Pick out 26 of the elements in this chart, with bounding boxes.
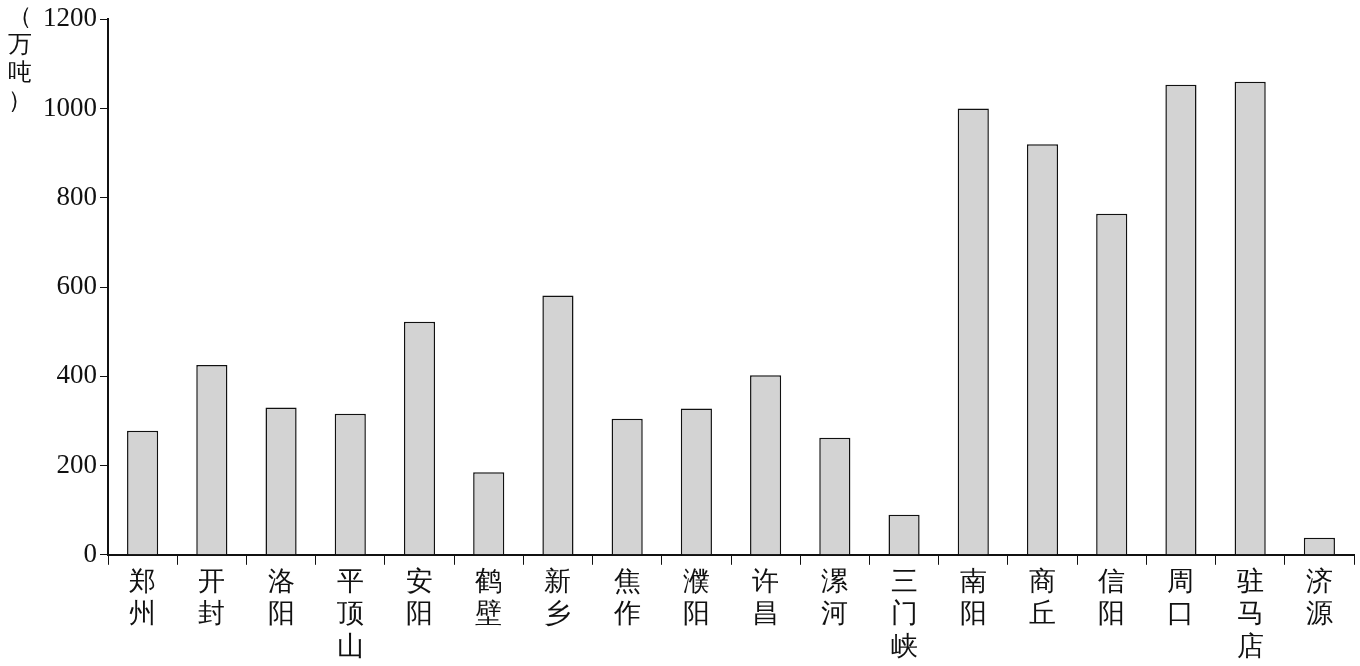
y-tick-label: 200 [56, 448, 97, 479]
y-tick-label: 800 [56, 180, 97, 211]
y-tick-label: 600 [56, 270, 97, 301]
y-axis-title: （万吨） [7, 2, 33, 114]
x-tick-label: 驻马店 [1236, 566, 1264, 661]
x-tick-label: 商丘 [1029, 566, 1056, 629]
x-tick-label: 焦作 [612, 566, 641, 629]
x-tick-label: 周口 [1167, 566, 1195, 629]
y-tick-label: 1200 [43, 2, 97, 33]
x-tick-label: 平顶山 [336, 566, 364, 661]
x-tick-label: 濮阳 [682, 566, 710, 629]
x-tick-label: 许昌 [752, 566, 780, 629]
x-tick-label: 郑州 [129, 566, 157, 629]
x-tick-label: 信阳 [1098, 566, 1126, 629]
x-tick-label: 漯河 [821, 566, 849, 629]
x-tick-label: 开封 [198, 566, 226, 629]
x-tick-label: 三门峡 [890, 566, 918, 661]
y-tick-label: 0 [83, 537, 97, 568]
x-tick-label: 南阳 [959, 566, 987, 629]
x-tick-label: 济源 [1305, 566, 1333, 629]
x-tick-label: 鹤壁 [475, 566, 503, 629]
y-tick-label: 1000 [43, 91, 97, 122]
x-tick-label: 安阳 [406, 566, 433, 629]
x-tick-label: 新乡 [544, 566, 572, 629]
y-tick-label: 400 [56, 359, 97, 390]
x-tick-label: 洛阳 [267, 566, 295, 629]
